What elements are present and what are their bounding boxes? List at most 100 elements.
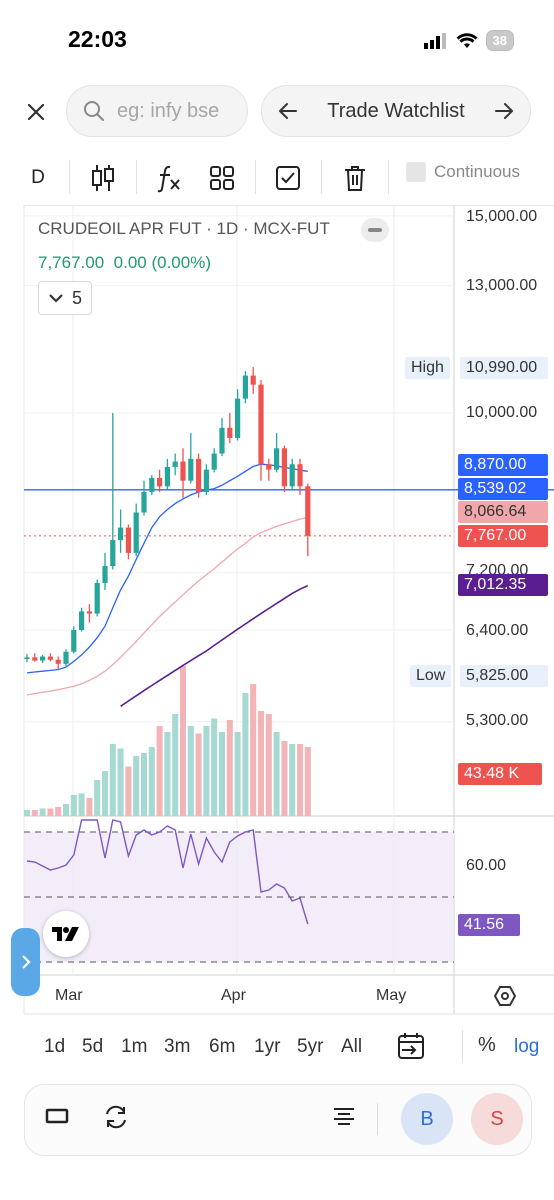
toolbar-divider	[321, 160, 322, 194]
candlestick-icon	[92, 165, 114, 191]
select-button[interactable]	[273, 160, 303, 196]
volume-bar	[164, 732, 171, 816]
wifi-icon	[456, 32, 478, 48]
candle-body	[203, 469, 209, 493]
time-axis-label: May	[376, 987, 407, 1004]
candle-body	[235, 398, 241, 438]
range-all[interactable]: All	[341, 1036, 363, 1057]
search-input[interactable]	[115, 98, 239, 124]
symbol-title: CRUDEOIL APR FUT · 1D · MCX-FUT	[38, 219, 330, 238]
range-3m[interactable]: 3m	[164, 1036, 191, 1057]
candle-body	[211, 453, 217, 470]
last-price-tag: 7,767.00	[458, 525, 548, 547]
close-button[interactable]	[26, 98, 46, 129]
range-6m[interactable]: 6m	[209, 1036, 236, 1057]
interval-button[interactable]: D	[31, 167, 45, 188]
volume-bar	[125, 766, 132, 816]
align-button[interactable]	[333, 1107, 355, 1132]
volume-bar	[156, 726, 163, 816]
candle-body	[110, 540, 116, 567]
candle-body	[118, 527, 124, 541]
arrow-right-icon[interactable]	[494, 102, 514, 120]
candle-body	[289, 464, 295, 487]
candle-body	[242, 375, 248, 399]
volume-bar	[187, 726, 194, 816]
volume-bar	[31, 810, 38, 816]
indicators-button[interactable]	[154, 160, 184, 196]
indicators-toggle[interactable]: 5	[38, 281, 92, 315]
volume-bar	[78, 793, 85, 816]
volume-bar	[24, 810, 30, 816]
range-5yr[interactable]: 5yr	[297, 1036, 324, 1057]
candle-body	[125, 527, 131, 553]
candle-body	[102, 566, 108, 583]
price-chart[interactable]	[0, 0, 554, 1020]
watchlist-label[interactable]: Trade Watchlist	[327, 99, 465, 122]
battery-indicator: 38	[485, 30, 514, 51]
layout-button[interactable]	[207, 160, 237, 196]
last-price-text: 7,767.00	[38, 253, 105, 272]
volume-bar	[180, 666, 186, 816]
volume-bar	[63, 804, 69, 816]
candle-body	[86, 611, 92, 614]
checkbox-icon	[276, 166, 300, 190]
price-axis-label: 15,000.00	[466, 208, 538, 225]
buy-button[interactable]: B	[401, 1093, 453, 1145]
candle-body	[219, 427, 225, 454]
volume-bar	[289, 744, 296, 816]
candle-body	[63, 651, 69, 664]
ma-slow-line	[120, 584, 309, 707]
candle-body	[196, 458, 202, 493]
trash-icon	[345, 166, 365, 191]
volume-bar	[226, 720, 233, 816]
volume-bar	[281, 741, 288, 816]
rsi-value-tag: 41.56	[458, 914, 520, 936]
volume-bar	[242, 693, 249, 816]
volume-bar	[273, 732, 280, 816]
legend-collapse-button[interactable]	[361, 218, 389, 242]
toolbar-divider	[69, 160, 70, 194]
fullscreen-button[interactable]	[45, 1107, 69, 1130]
candle-body	[40, 656, 46, 661]
volume-bar	[55, 807, 62, 816]
continuous-toggle[interactable]: Continuous	[406, 162, 520, 182]
chart-type-button[interactable]	[88, 160, 118, 196]
volume-bar	[102, 771, 108, 816]
align-center-icon	[334, 1108, 354, 1125]
volume-bar	[258, 711, 264, 816]
percent-scale-toggle[interactable]: %	[478, 1034, 496, 1056]
status-time: 22:03	[68, 26, 127, 52]
delete-button[interactable]	[340, 160, 370, 196]
candle-body	[149, 477, 155, 493]
side-panel-toggle[interactable]	[11, 928, 40, 996]
bottom-divider	[377, 1103, 378, 1135]
range-5d[interactable]: 5d	[82, 1036, 104, 1057]
continuous-checkbox[interactable]	[406, 162, 426, 182]
high-label: High	[405, 357, 450, 379]
bottom-action-bar: B S	[24, 1084, 532, 1156]
chevron-down-icon	[49, 294, 63, 303]
range-1yr[interactable]: 1yr	[254, 1036, 281, 1057]
refresh-icon	[106, 1105, 126, 1129]
sell-button[interactable]: S	[471, 1093, 523, 1145]
search-box[interactable]	[66, 85, 248, 137]
candle-body	[55, 659, 61, 664]
arrow-left-icon[interactable]	[278, 102, 298, 120]
candle-body	[47, 656, 53, 660]
ma-slow-tag: 7,012.35	[458, 574, 548, 596]
candle-body	[71, 630, 77, 652]
candle-body	[281, 448, 287, 487]
range-1d[interactable]: 1d	[44, 1036, 66, 1057]
candle-body	[164, 466, 170, 487]
log-scale-toggle[interactable]: log	[514, 1036, 540, 1057]
range-1m[interactable]: 1m	[121, 1036, 148, 1057]
volume-bar	[265, 714, 272, 816]
search-icon	[84, 101, 104, 121]
watchlist-switcher: Trade Watchlist	[261, 85, 531, 137]
volume-bar	[304, 747, 311, 816]
chart-settings-button[interactable]	[493, 985, 517, 1012]
tradingview-logo	[43, 911, 89, 957]
date-range-button[interactable]	[396, 1031, 426, 1066]
refresh-button[interactable]	[103, 1104, 129, 1135]
price-axis-label: 5,300.00	[466, 712, 529, 729]
